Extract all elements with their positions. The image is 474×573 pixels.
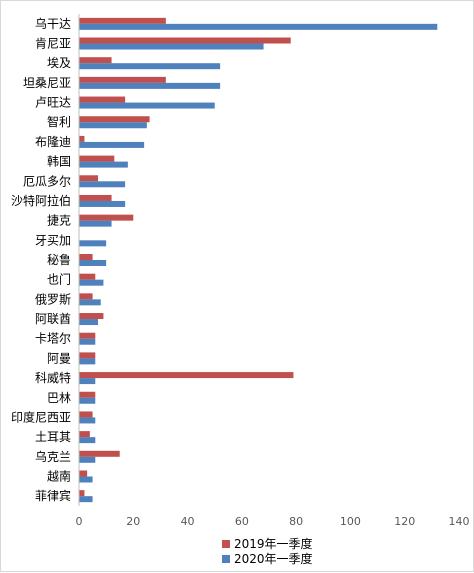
bar-2020q1-2 xyxy=(79,63,221,70)
bar-2019q1-18 xyxy=(79,372,294,379)
bar-2019q1-23 xyxy=(79,470,88,477)
x-tick-label: 20 xyxy=(126,515,140,528)
bar-2019q1-20 xyxy=(79,411,93,418)
category-label: 厄瓜多尔 xyxy=(23,173,71,188)
legend-swatch-0 xyxy=(222,540,230,548)
category-label: 阿联酋 xyxy=(35,311,71,326)
bar-2019q1-19 xyxy=(79,391,96,398)
x-tick-label: 100 xyxy=(340,515,361,528)
bar-2020q1-10 xyxy=(79,220,112,227)
legend-label-1: 2020年一季度 xyxy=(234,551,313,566)
bar-2020q1-12 xyxy=(79,260,107,266)
x-tick-label: 140 xyxy=(449,515,470,528)
bar-2020q1-22 xyxy=(79,456,96,463)
bar-2020q1-16 xyxy=(79,338,96,345)
bars-group xyxy=(79,17,438,503)
bar-2019q1-24 xyxy=(79,490,85,497)
bar-2019q1-5 xyxy=(79,116,150,123)
category-label: 土耳其 xyxy=(35,430,71,444)
category-label: 牙买加 xyxy=(35,233,71,247)
category-label: 乌干达 xyxy=(35,16,71,31)
x-tick-label: 60 xyxy=(235,515,249,528)
x-axis: 0 20 40 60 80 100 120 140 xyxy=(76,14,470,528)
category-label: 乌克兰 xyxy=(35,449,71,464)
bar-2019q1-1 xyxy=(79,37,291,44)
bar-2019q1-2 xyxy=(79,57,112,64)
bar-2020q1-13 xyxy=(79,279,104,286)
bar-2019q1-4 xyxy=(79,96,126,103)
bar-2020q1-8 xyxy=(79,181,126,188)
category-label: 沙特阿拉伯 xyxy=(11,193,71,208)
category-label: 卡塔尔 xyxy=(35,331,71,346)
category-label: 埃及 xyxy=(47,56,71,70)
x-tick-label: 0 xyxy=(76,515,83,528)
bar-2019q1-9 xyxy=(79,194,112,201)
bar-2019q1-8 xyxy=(79,175,98,182)
bar-2020q1-4 xyxy=(79,102,215,109)
bar-2020q1-21 xyxy=(79,437,96,444)
bar-2019q1-7 xyxy=(79,155,115,162)
bar-2019q1-13 xyxy=(79,273,96,280)
bar-2020q1-18 xyxy=(79,378,96,385)
category-label: 科威特 xyxy=(35,370,71,385)
bar-2020q1-14 xyxy=(79,299,101,306)
bar-2019q1-21 xyxy=(79,431,90,438)
x-tick-label: 80 xyxy=(289,515,303,528)
bar-2020q1-9 xyxy=(79,200,126,207)
category-label: 智利 xyxy=(47,114,71,129)
bar-2019q1-3 xyxy=(79,76,166,83)
bar-2020q1-19 xyxy=(79,397,96,404)
category-label: 巴林 xyxy=(47,391,71,405)
category-label: 菲律宾 xyxy=(35,488,71,503)
category-label: 秘鲁 xyxy=(47,253,71,267)
bar-2019q1-0 xyxy=(79,17,166,24)
legend-swatch-1 xyxy=(222,555,230,563)
bar-2020q1-0 xyxy=(79,23,438,30)
bar-2020q1-6 xyxy=(79,141,145,148)
category-label: 韩国 xyxy=(47,154,71,169)
x-tick-label: 120 xyxy=(394,515,415,528)
category-label: 也门 xyxy=(47,272,71,287)
bar-2020q1-5 xyxy=(79,122,147,129)
bar-2020q1-23 xyxy=(79,476,93,483)
bar-2020q1-7 xyxy=(79,161,128,168)
category-label: 印度尼西亚 xyxy=(11,409,71,424)
bar-2020q1-1 xyxy=(79,43,264,50)
bar-2019q1-14 xyxy=(79,293,93,300)
bar-2019q1-15 xyxy=(79,313,104,320)
category-label: 肯尼亚 xyxy=(35,37,71,51)
bar-2020q1-17 xyxy=(79,358,96,365)
bar-2019q1-12 xyxy=(79,254,93,260)
category-label: 卢旺达 xyxy=(35,95,71,110)
legend-label-0: 2019年一季度 xyxy=(234,536,313,551)
category-label: 俄罗斯 xyxy=(35,292,71,306)
category-label: 坦桑尼亚 xyxy=(23,76,71,90)
bar-2019q1-10 xyxy=(79,214,134,221)
bar-2020q1-24 xyxy=(79,496,93,503)
bar-2020q1-11 xyxy=(79,240,107,247)
category-labels: 乌干达肯尼亚埃及坦桑尼亚卢旺达智利布隆迪韩国厄瓜多尔沙特阿拉伯捷克牙买加秘鲁也门… xyxy=(11,16,71,503)
category-label: 阿曼 xyxy=(47,351,71,365)
bar-2019q1-22 xyxy=(79,450,120,457)
bar-2019q1-17 xyxy=(79,352,96,359)
category-label: 捷克 xyxy=(47,214,71,228)
bar-2019q1-16 xyxy=(79,332,96,339)
bar-2019q1-6 xyxy=(79,135,85,142)
bar-2020q1-15 xyxy=(79,319,98,326)
x-tick-label: 40 xyxy=(181,515,195,528)
category-label: 布隆迪 xyxy=(35,134,71,149)
bar-2020q1-20 xyxy=(79,417,96,424)
category-label: 越南 xyxy=(47,468,71,483)
bar-2020q1-3 xyxy=(79,82,221,89)
